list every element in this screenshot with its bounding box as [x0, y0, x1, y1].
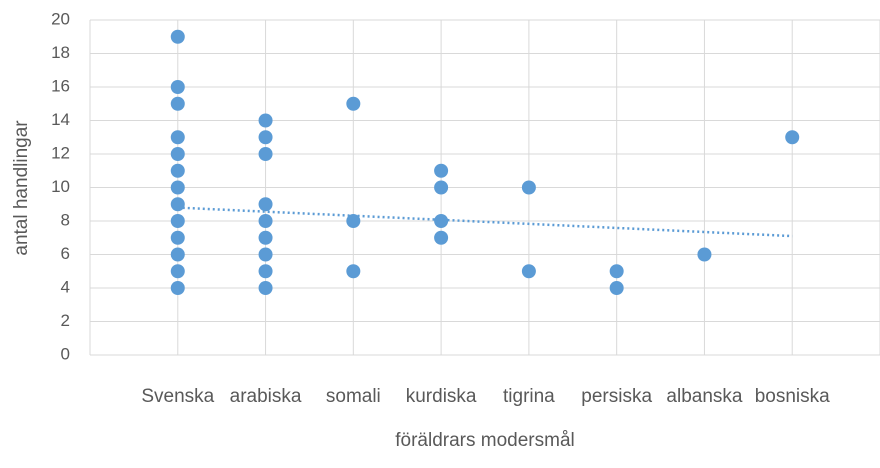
point: [346, 264, 361, 279]
x-tick-label: Svenska: [141, 386, 214, 407]
point: [170, 264, 185, 279]
x-tick-label: persiska: [581, 386, 652, 407]
x-tick-label: arabiska: [230, 386, 302, 407]
point: [170, 163, 185, 178]
point: [170, 180, 185, 195]
point: [258, 130, 273, 145]
point: [258, 230, 273, 245]
point: [521, 180, 536, 195]
y-tick-label: 8: [61, 210, 70, 229]
x-tick-label: somali: [326, 386, 381, 407]
point: [170, 281, 185, 295]
x-tick-label: tigrina: [503, 386, 555, 407]
point: [170, 29, 185, 44]
y-tick-label: 2: [61, 311, 70, 330]
y-tick-label: 14: [51, 110, 70, 129]
point: [785, 130, 800, 145]
point: [697, 247, 712, 262]
point: [170, 197, 185, 212]
point: [258, 147, 273, 161]
point: [258, 113, 273, 128]
point: [170, 80, 185, 94]
point: [170, 130, 185, 145]
x-axis-label: föräldrars modersmål: [395, 430, 575, 451]
point: [170, 230, 185, 245]
point: [346, 214, 361, 228]
point: [258, 247, 273, 262]
y-tick-label: 16: [51, 76, 70, 95]
y-tick-label: 20: [51, 9, 70, 28]
point: [258, 197, 273, 212]
point: [170, 247, 185, 262]
point: [170, 96, 185, 111]
point: [434, 163, 449, 178]
point: [170, 214, 185, 228]
point: [258, 264, 273, 279]
x-tick-label: albanska: [666, 386, 742, 407]
x-tick-label: bosniska: [755, 386, 830, 407]
point: [521, 264, 536, 279]
point: [609, 281, 624, 295]
y-tick-label: 4: [61, 277, 70, 296]
y-tick-label: 18: [51, 43, 70, 62]
y-tick-label: 6: [61, 244, 70, 263]
point: [609, 264, 624, 279]
y-tick-label: 0: [61, 344, 70, 363]
point: [434, 230, 449, 245]
point: [434, 214, 449, 228]
point: [170, 147, 185, 161]
y-axis-label: antal handlingar: [11, 120, 32, 256]
point: [346, 96, 361, 111]
x-tick-label: kurdiska: [406, 386, 477, 407]
point: [434, 180, 449, 195]
y-tick-label: 12: [51, 143, 70, 162]
point: [258, 214, 273, 228]
y-tick-label: 10: [51, 177, 70, 196]
point: [258, 281, 273, 295]
